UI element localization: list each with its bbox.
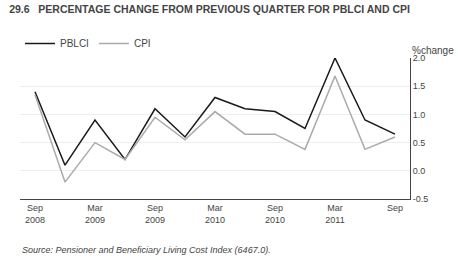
svg-text:Mar2009: Mar2009 <box>85 203 105 225</box>
svg-text:%change: %change <box>412 45 454 56</box>
svg-text:Sep: Sep <box>387 203 403 213</box>
svg-text:0.5: 0.5 <box>413 138 426 148</box>
svg-text:1.5: 1.5 <box>413 81 426 91</box>
svg-text:Source: Pensioner and Benefici: Source: Pensioner and Beneficiary Living… <box>22 245 271 255</box>
svg-text:-0.5: -0.5 <box>413 194 429 204</box>
svg-text:CPI: CPI <box>134 38 151 49</box>
svg-text:2.0: 2.0 <box>413 53 426 63</box>
svg-text:0.0: 0.0 <box>413 166 426 176</box>
svg-text:Mar2010: Mar2010 <box>205 203 225 225</box>
svg-text:Sep2008: Sep2008 <box>25 203 45 225</box>
svg-text:Sep2010: Sep2010 <box>265 203 285 225</box>
svg-text:29.6 PERCENTAGE CHANGE FROM: 29.6 PERCENTAGE CHANGE FROM PREVIOUS QUA… <box>9 3 410 15</box>
svg-text:1.0: 1.0 <box>413 110 426 120</box>
svg-text:PBLCI: PBLCI <box>60 38 89 49</box>
svg-text:Sep2009: Sep2009 <box>145 203 165 225</box>
svg-text:Mar2011: Mar2011 <box>325 203 344 225</box>
